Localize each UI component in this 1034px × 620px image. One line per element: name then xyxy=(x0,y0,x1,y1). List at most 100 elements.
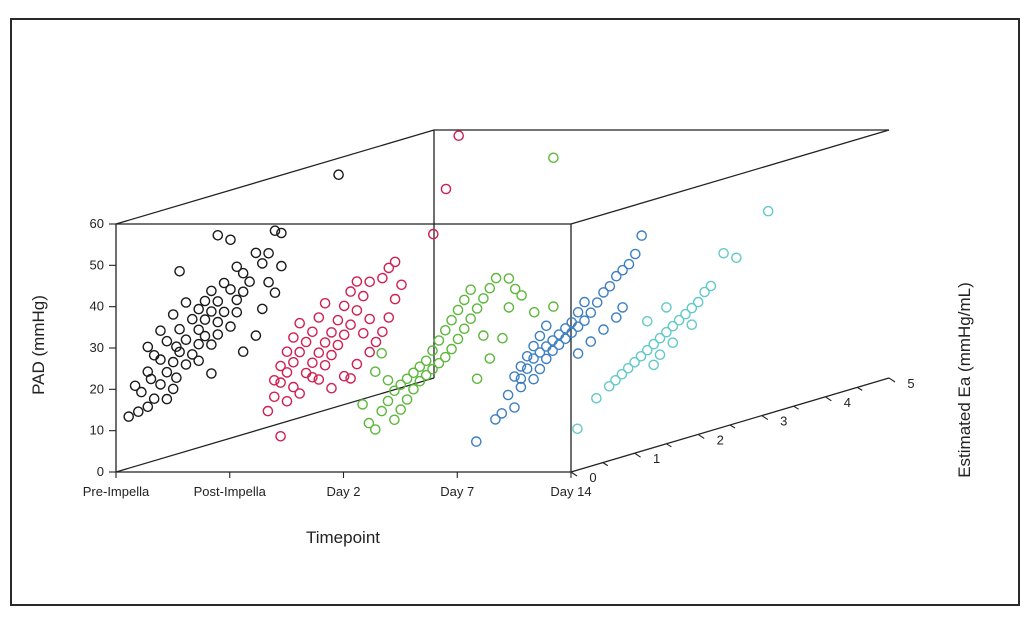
x-tick-label: Pre-Impella xyxy=(83,484,150,499)
data-point xyxy=(313,347,325,359)
data-point xyxy=(382,395,394,407)
data-point xyxy=(225,284,236,295)
figure-frame xyxy=(10,18,1020,606)
data-point xyxy=(231,306,243,318)
data-point xyxy=(705,280,717,292)
z-tick-mark xyxy=(634,452,641,458)
data-point xyxy=(471,303,483,314)
z-minor-tick xyxy=(666,443,672,448)
series-day-7 xyxy=(470,230,648,447)
data-point xyxy=(294,388,306,399)
data-point xyxy=(579,315,590,327)
data-point xyxy=(528,373,539,385)
data-point xyxy=(171,372,182,384)
data-point xyxy=(369,424,381,435)
data-point xyxy=(395,379,407,391)
z-tick-label: 2 xyxy=(717,432,724,447)
data-point xyxy=(534,330,546,342)
data-point xyxy=(369,366,381,378)
data-point xyxy=(338,300,350,312)
data-point xyxy=(351,305,363,316)
data-point xyxy=(326,349,337,361)
data-point xyxy=(654,332,666,344)
data-point xyxy=(427,228,439,240)
data-point xyxy=(300,367,312,379)
data-point xyxy=(237,286,249,298)
data-point xyxy=(357,290,369,302)
data-point xyxy=(389,293,401,305)
data-point xyxy=(193,303,204,315)
data-point xyxy=(401,394,413,405)
data-point xyxy=(206,339,217,350)
data-point xyxy=(244,276,255,288)
data-point xyxy=(591,297,603,308)
data-point xyxy=(326,382,337,394)
data-point xyxy=(611,312,622,323)
data-point xyxy=(268,391,280,403)
data-point xyxy=(515,361,527,372)
data-point xyxy=(193,324,204,336)
box-edge xyxy=(115,377,435,473)
data-point xyxy=(174,323,185,335)
data-point xyxy=(465,313,477,325)
data-point xyxy=(516,290,527,301)
data-point xyxy=(686,302,698,314)
data-point xyxy=(458,323,470,335)
data-point xyxy=(275,360,286,372)
data-point xyxy=(680,308,691,320)
data-point xyxy=(515,373,527,385)
data-point xyxy=(180,297,192,308)
data-point xyxy=(142,401,154,413)
data-point xyxy=(326,327,337,338)
data-point xyxy=(572,348,584,359)
data-point xyxy=(585,336,597,347)
data-point xyxy=(611,270,622,282)
data-point xyxy=(509,402,520,413)
data-point xyxy=(629,356,640,368)
data-point xyxy=(377,272,388,284)
data-point xyxy=(528,353,539,364)
data-point xyxy=(250,247,262,259)
z-tick-label: 0 xyxy=(589,470,596,485)
data-point xyxy=(630,248,641,260)
data-point xyxy=(433,357,445,369)
data-point xyxy=(313,374,325,385)
data-point xyxy=(604,280,616,292)
data-point xyxy=(383,312,395,323)
data-point xyxy=(731,252,742,264)
data-point xyxy=(529,306,540,318)
data-point xyxy=(439,351,451,363)
data-point xyxy=(167,309,179,320)
data-point xyxy=(319,337,331,348)
data-point xyxy=(363,417,375,429)
data-point xyxy=(275,430,286,442)
data-point xyxy=(281,367,293,378)
data-point xyxy=(161,393,173,405)
data-point xyxy=(161,335,173,347)
data-point xyxy=(256,258,268,269)
z-axis-title: Estimated Ea (mmHg/mL) xyxy=(955,282,974,478)
y-tick-label: 0 xyxy=(97,464,104,479)
z-tick-mark xyxy=(761,415,769,421)
data-point xyxy=(218,306,230,318)
data-point xyxy=(136,386,147,398)
z-tick-label: 4 xyxy=(844,395,851,410)
data-point xyxy=(401,373,413,385)
data-point xyxy=(167,356,179,368)
data-point xyxy=(648,359,660,371)
data-point xyxy=(635,350,647,362)
data-point xyxy=(453,130,465,141)
data-point xyxy=(319,359,331,371)
data-point xyxy=(225,321,236,332)
z-tick-label: 1 xyxy=(653,451,660,466)
data-point xyxy=(458,294,470,306)
y-axis-title: PAD (mmHg) xyxy=(29,295,48,395)
data-point xyxy=(496,408,508,419)
data-point xyxy=(281,346,293,358)
data-point xyxy=(364,313,376,325)
data-point xyxy=(275,377,286,388)
data-point xyxy=(132,406,144,418)
data-point xyxy=(256,303,268,315)
data-point xyxy=(377,326,388,338)
data-point xyxy=(263,276,274,288)
